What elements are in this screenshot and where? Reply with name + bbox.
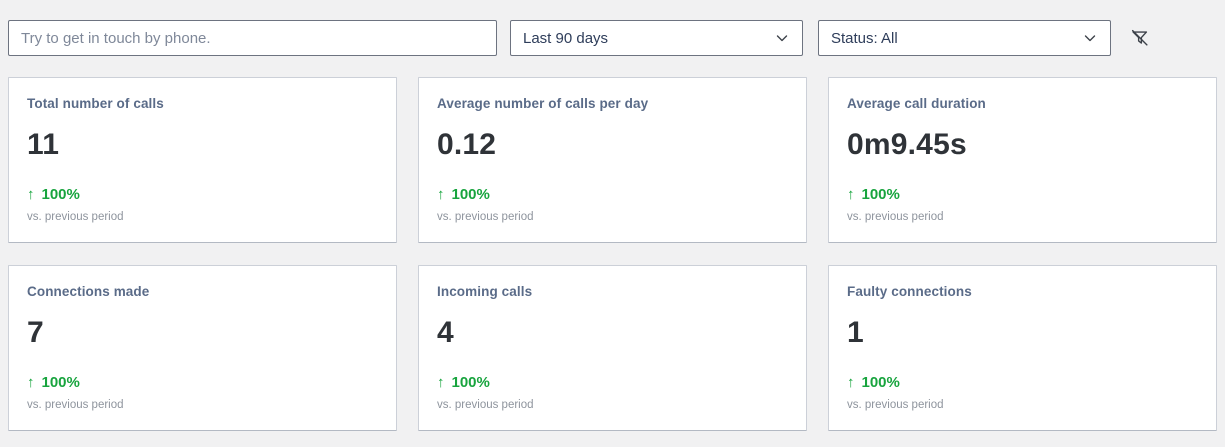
- card-title: Incoming calls: [437, 284, 533, 299]
- search-input[interactable]: [8, 20, 497, 56]
- card-title: Average number of calls per day: [437, 96, 649, 111]
- card-title: Average call duration: [847, 96, 986, 111]
- kpi-card-connections-made: Connections made 7 ↑ 100% vs. previous p…: [8, 265, 397, 431]
- card-title: Connections made: [27, 284, 150, 299]
- card-value: 11: [27, 128, 60, 161]
- delta-percent: 100%: [861, 374, 900, 391]
- card-delta: ↑ 100%: [437, 375, 788, 391]
- kpi-card-faulty-connections: Faulty connections 1 ↑ 100% vs. previous…: [828, 265, 1217, 431]
- card-delta: ↑ 100%: [847, 375, 1198, 391]
- card-delta: ↑ 100%: [437, 187, 788, 203]
- up-arrow-icon: ↑: [847, 374, 855, 391]
- card-comparison-label: vs. previous period: [27, 399, 124, 411]
- up-arrow-icon: ↑: [437, 186, 445, 203]
- up-arrow-icon: ↑: [437, 374, 445, 391]
- delta-percent: 100%: [41, 374, 80, 391]
- card-comparison-label: vs. previous period: [437, 211, 534, 223]
- kpi-card-avg-calls-per-day: Average number of calls per day 0.12 ↑ 1…: [418, 77, 807, 243]
- delta-percent: 100%: [451, 374, 490, 391]
- chevron-down-icon: [774, 30, 790, 46]
- card-value: 7: [27, 316, 44, 349]
- up-arrow-icon: ↑: [847, 186, 855, 203]
- delta-percent: 100%: [861, 186, 900, 203]
- kpi-card-total-calls: Total number of calls 11 ↑ 100% vs. prev…: [8, 77, 397, 243]
- card-delta: ↑ 100%: [27, 187, 378, 203]
- card-delta: ↑ 100%: [27, 375, 378, 391]
- filter-off-icon: [1129, 27, 1151, 49]
- date-range-value: Last 90 days: [523, 29, 609, 47]
- card-title: Total number of calls: [27, 96, 164, 111]
- card-comparison-label: vs. previous period: [847, 399, 944, 411]
- kpi-card-incoming-calls: Incoming calls 4 ↑ 100% vs. previous per…: [418, 265, 807, 431]
- card-comparison-label: vs. previous period: [847, 211, 944, 223]
- card-comparison-label: vs. previous period: [437, 399, 534, 411]
- card-value: 4: [437, 316, 454, 349]
- kpi-card-avg-call-duration: Average call duration 0m9.45s ↑ 100% vs.…: [828, 77, 1217, 243]
- status-select[interactable]: Status: All: [818, 20, 1111, 56]
- card-value: 0.12: [437, 128, 497, 161]
- card-value: 1: [847, 316, 864, 349]
- card-comparison-label: vs. previous period: [27, 211, 124, 223]
- delta-percent: 100%: [41, 186, 80, 203]
- card-value: 0m9.45s: [847, 128, 967, 161]
- clear-filters-button[interactable]: [1124, 24, 1156, 52]
- date-range-select[interactable]: Last 90 days: [510, 20, 803, 56]
- card-delta: ↑ 100%: [847, 187, 1198, 203]
- chevron-down-icon: [1082, 30, 1098, 46]
- up-arrow-icon: ↑: [27, 186, 35, 203]
- kpi-card-grid: Total number of calls 11 ↑ 100% vs. prev…: [8, 77, 1217, 431]
- status-value: Status: All: [831, 29, 898, 47]
- up-arrow-icon: ↑: [27, 374, 35, 391]
- card-title: Faulty connections: [847, 284, 972, 299]
- delta-percent: 100%: [451, 186, 490, 203]
